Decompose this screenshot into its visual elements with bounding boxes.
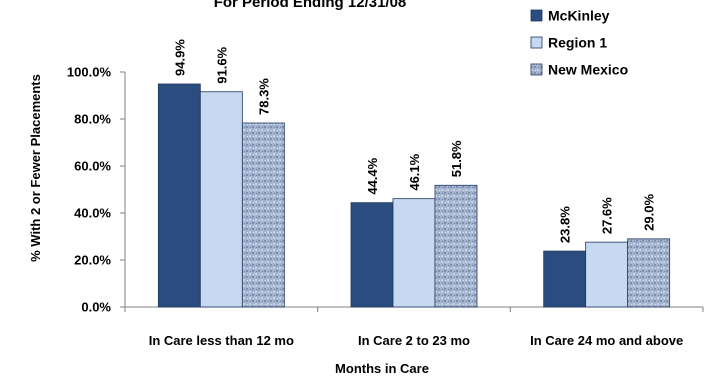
bar-value-label: 27.6% [600, 197, 615, 234]
bar-new-mexico [434, 184, 478, 308]
legend-label: New Mexico [548, 62, 628, 78]
y-tick-label: 20.0% [74, 253, 111, 268]
bar-value-label: 51.8% [449, 140, 464, 177]
bar-mckinley [350, 202, 394, 308]
y-ticks: 0.0% 20.0% 40.0% 60.0% 80.0% 100.0% [67, 65, 125, 315]
bar-region-1 [199, 91, 243, 308]
legend: McKinley Region 1 New Mexico [530, 8, 628, 78]
bar-value-label: 44.4% [365, 157, 380, 194]
bar-labels: 94.9% 91.6% 78.3% 44.4% 46.1% 51.8% 23.8% 27.6%… [172, 39, 656, 243]
bar-mckinley [543, 250, 587, 308]
x-ticks [124, 307, 704, 312]
category-label: In Care 2 to 23 mo [358, 333, 470, 348]
y-axis-label: % With 2 or Fewer Placements [28, 74, 43, 262]
y-tick-label: 60.0% [74, 159, 111, 174]
y-tick-label: 40.0% [74, 206, 111, 221]
legend-swatch [530, 36, 543, 49]
legend-swatch [530, 63, 543, 76]
y-tick-label: 100.0% [67, 65, 112, 80]
bar-value-label: 23.8% [558, 206, 573, 243]
legend-swatch [530, 9, 543, 22]
bar-value-label: 78.3% [256, 78, 271, 115]
chart-title: For Period Ending 12/31/08 [214, 0, 407, 11]
bar-value-label: 91.6% [214, 46, 229, 83]
y-tick-label: 80.0% [74, 112, 111, 127]
bar-region-1 [585, 241, 629, 308]
category-label: In Care 24 mo and above [530, 333, 683, 348]
category-label: In Care less than 12 mo [149, 333, 294, 348]
bar-value-label: 46.1% [407, 153, 422, 190]
bar-new-mexico [627, 238, 671, 308]
x-axis-label: Months in Care [335, 361, 429, 376]
legend-label: McKinley [548, 8, 610, 24]
bar-new-mexico [241, 122, 285, 308]
bars [157, 83, 671, 308]
category-labels: In Care less than 12 mo In Care 2 to 23 m… [149, 333, 684, 348]
bar-region-1 [392, 198, 436, 308]
legend-label: Region 1 [548, 35, 607, 51]
bar-value-label: 29.0% [642, 194, 657, 231]
bar-mckinley [157, 83, 201, 308]
y-tick-label: 0.0% [81, 300, 111, 315]
bar-value-label: 94.9% [172, 39, 187, 76]
